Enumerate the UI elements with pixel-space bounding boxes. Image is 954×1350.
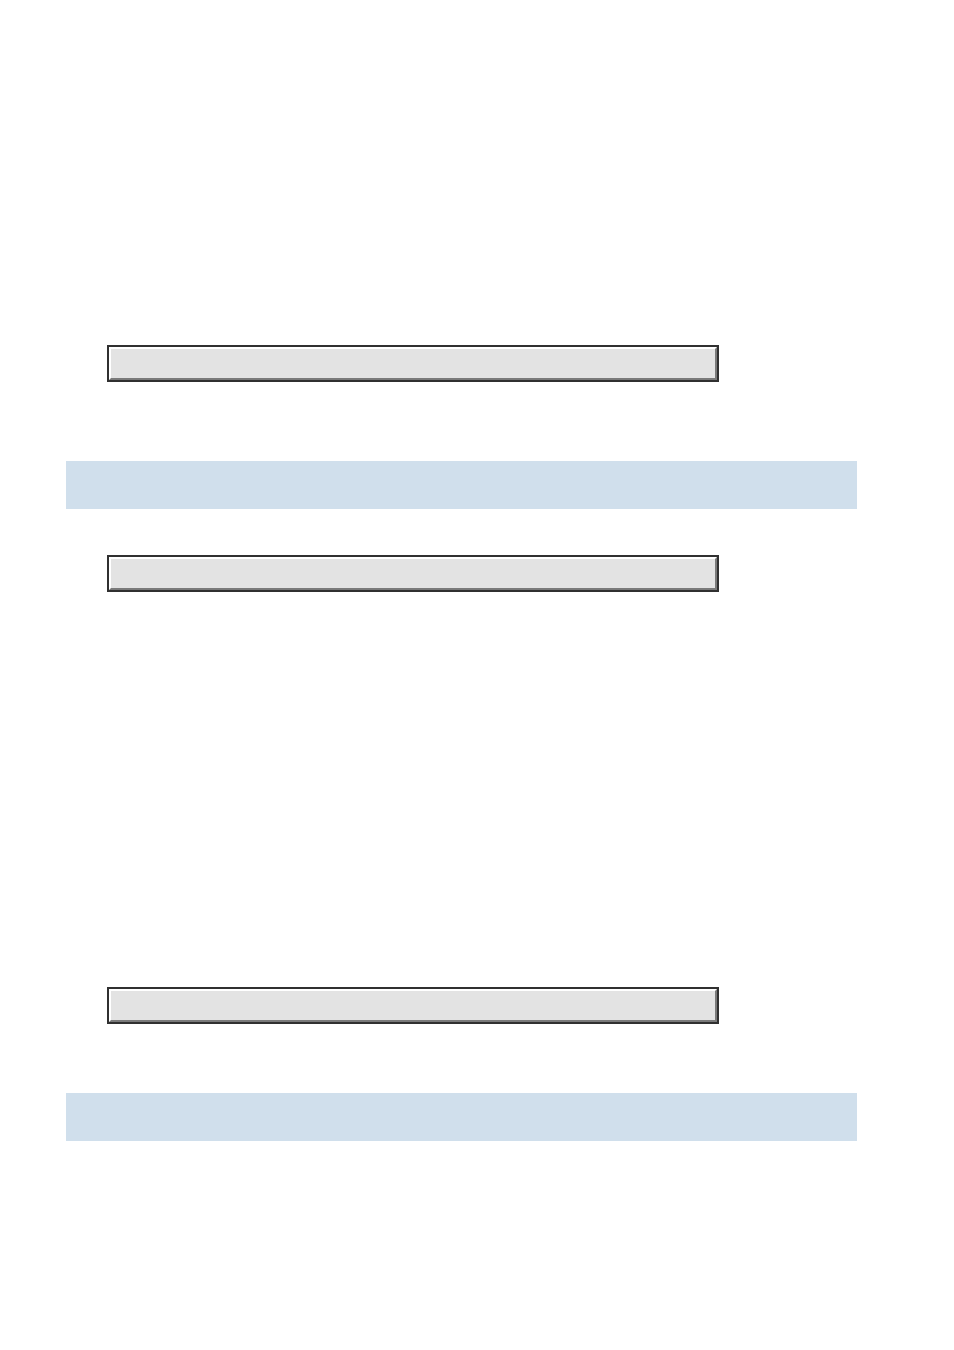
embossed-box [108, 346, 718, 381]
color-band [66, 461, 857, 509]
embossed-box [108, 556, 718, 591]
color-band [66, 1093, 857, 1141]
embossed-box [108, 988, 718, 1023]
